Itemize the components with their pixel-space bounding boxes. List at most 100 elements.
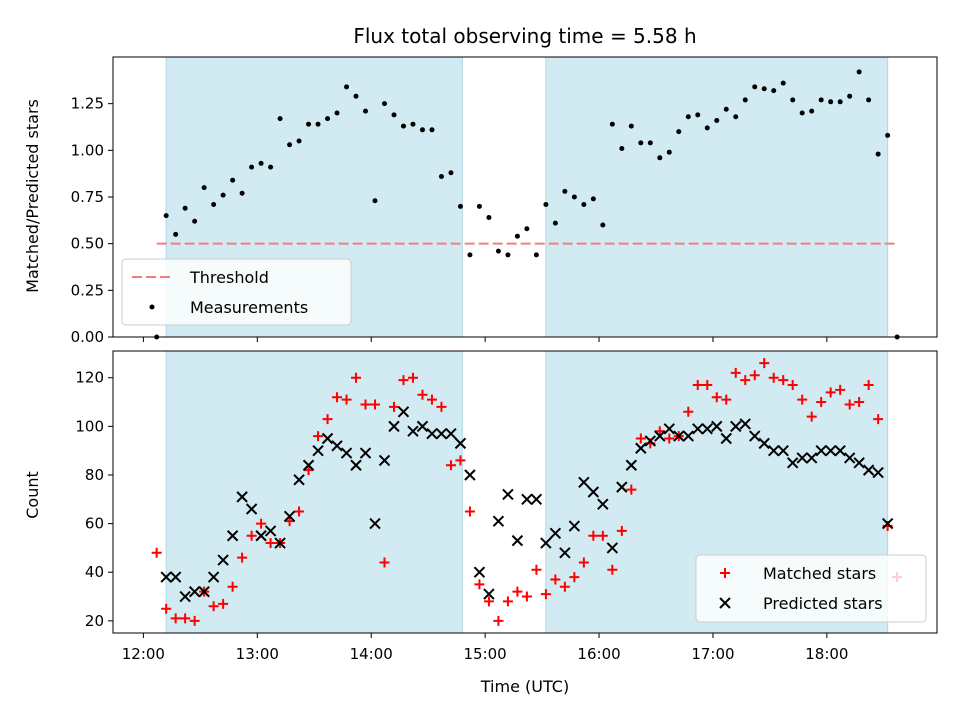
matched-star-point <box>816 397 827 408</box>
matched-star-point <box>407 372 418 383</box>
y-tick-label: 120 <box>75 369 104 387</box>
predicted-star-point <box>587 486 600 498</box>
predicted-star-point <box>207 571 220 583</box>
predicted-star-point <box>881 517 894 530</box>
predicted-star-point <box>540 537 552 549</box>
measurement-point <box>230 177 236 183</box>
y-tick-label: 20 <box>85 612 104 630</box>
measurement-point <box>192 218 198 224</box>
predicted-star-point <box>169 571 182 583</box>
measurement-point <box>866 97 872 103</box>
predicted-star-point <box>805 452 818 464</box>
predicted-star-point <box>654 430 666 442</box>
matched-star-point <box>398 375 409 386</box>
top-panel: 0.00 0.25 0.50 0.75 1.00 1.25 Threshold Measure… <box>71 56 938 346</box>
predicted-star-point <box>388 420 400 433</box>
matched-star-point <box>246 530 257 541</box>
matched-star-point <box>341 394 352 405</box>
matched-star-point <box>768 372 779 383</box>
matched-star-point <box>455 455 466 466</box>
predicted-star-point <box>692 423 704 435</box>
matched-star-point <box>540 589 551 600</box>
measurement-point <box>799 110 805 116</box>
matched-star-point <box>702 380 713 391</box>
predicted-star-point <box>862 464 875 476</box>
measurement-point <box>752 84 758 90</box>
measurement-point <box>353 93 359 99</box>
x-tick-label: 17:00 <box>691 645 734 663</box>
measurement-point <box>847 93 853 99</box>
matched-star-point <box>740 375 751 386</box>
measurement-point <box>258 160 264 166</box>
matched-star-point <box>294 506 305 517</box>
y-tick-label: 0.25 <box>71 281 104 299</box>
predicted-star-point <box>530 493 543 506</box>
measurement-point <box>239 190 245 196</box>
matched-star-point <box>512 586 523 597</box>
legend-predicted-swatch <box>719 597 731 609</box>
predicted-star-point <box>378 454 391 467</box>
matched-star-point <box>578 557 589 568</box>
matched-star-point <box>189 615 200 626</box>
x-tick-label: 16:00 <box>577 645 620 663</box>
predicted-star-point <box>483 588 495 600</box>
measurement-point <box>581 201 587 207</box>
predicted-star-point <box>578 476 590 488</box>
predicted-star-point <box>274 537 286 549</box>
matched-star-point <box>521 591 532 602</box>
matched-star-point <box>635 433 646 444</box>
matched-star-point <box>616 525 627 536</box>
measurement-point <box>249 164 255 170</box>
measurement-point <box>438 173 444 179</box>
matched-star-point <box>569 572 580 583</box>
measurement-point <box>220 192 226 198</box>
matched-star-point <box>607 564 618 575</box>
predicted-star-point <box>340 447 353 459</box>
matched-star-point <box>778 375 789 386</box>
predicted-star-point <box>312 444 324 457</box>
measurement-point <box>476 203 482 209</box>
matched-star-point <box>417 389 428 400</box>
measurement-point <box>875 151 881 157</box>
chart-title: Flux total observing time = 5.58 h <box>353 24 696 48</box>
measurement-point <box>486 215 492 221</box>
predicted-star-point <box>786 457 799 469</box>
measurement-point <box>571 194 577 200</box>
matched-star-point <box>322 414 333 425</box>
shaded-interval <box>165 350 463 634</box>
predicted-star-point <box>179 590 191 603</box>
predicted-star-point <box>426 427 438 440</box>
matched-star-point <box>180 613 191 624</box>
predicted-star-point <box>188 585 201 598</box>
matched-star-point <box>313 431 324 442</box>
predicted-star-point <box>283 510 296 523</box>
matched-star-point <box>218 598 229 609</box>
matched-star-point <box>626 484 637 495</box>
matched-star-point <box>151 547 162 558</box>
measurement-point <box>723 106 729 112</box>
predicted-star-point <box>321 432 334 445</box>
matched-star-point <box>445 460 456 471</box>
measurement-point <box>514 233 520 239</box>
matched-star-point <box>426 394 437 405</box>
matched-star-point <box>493 615 504 626</box>
measurement-point <box>372 198 378 204</box>
predicted-star-point <box>264 525 277 537</box>
predicted-star-point <box>293 474 305 486</box>
x-tick-label: 15:00 <box>464 645 507 663</box>
matched-star-point <box>170 613 181 624</box>
measurement-point <box>685 114 691 120</box>
predicted-star-point <box>720 432 732 445</box>
matched-star-point <box>863 380 874 391</box>
measurement-point <box>410 121 416 127</box>
predicted-star-point <box>616 481 628 493</box>
matched-star-point <box>721 394 732 405</box>
matched-star-point <box>237 552 248 563</box>
predicted-star-point <box>369 517 381 530</box>
predicted-star-point <box>559 547 571 559</box>
measurement-point <box>600 222 606 228</box>
measurement-point <box>714 117 720 123</box>
measurement-point <box>419 127 425 133</box>
y-tick-label: 60 <box>85 515 104 533</box>
predicted-star-point <box>302 459 315 471</box>
